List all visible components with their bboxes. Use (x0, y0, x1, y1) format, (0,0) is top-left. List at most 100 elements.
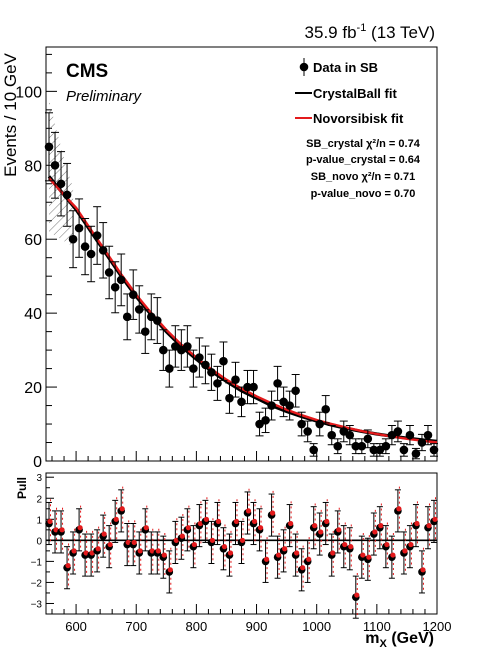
data-point (219, 356, 228, 366)
data-point (393, 427, 403, 436)
x-tick-label: 900 (246, 619, 268, 634)
legend-data-marker (299, 62, 309, 72)
plot-layer: 600 700 800 900 1000 1100 1200020406080100−3−2… (15, 53, 452, 634)
pull-novo-point (312, 523, 318, 529)
data-point (303, 427, 312, 436)
x-axis-title-unit: (GeV) (387, 630, 434, 647)
pull-novo-point (342, 541, 348, 548)
data-point (213, 379, 222, 388)
pull-novo-point (324, 518, 330, 525)
pull-novo-point (131, 539, 137, 546)
pull-novo-point (191, 541, 197, 548)
pull-novo-point (47, 518, 53, 525)
pull-plot-frame (45, 472, 438, 615)
pull-novo-point (384, 541, 390, 548)
pull-novo-point (269, 510, 276, 516)
pull-novo-point (125, 539, 131, 546)
data-point (44, 142, 54, 152)
pull-novo-point (300, 565, 306, 571)
pull-novo-point (396, 506, 402, 512)
status-label: Preliminary (66, 88, 143, 105)
pull-novo-point (360, 552, 366, 558)
data-point (140, 327, 150, 336)
y-tick-label: 100 (15, 84, 42, 101)
data-point (50, 160, 60, 170)
data-point (411, 449, 421, 458)
pull-novo-point (179, 533, 185, 539)
pull-novo-point (257, 525, 264, 531)
data-point (237, 397, 246, 407)
x-axis-title-sub: X (380, 638, 388, 650)
data-point (399, 445, 409, 455)
data-point (423, 430, 433, 440)
data-point (273, 379, 282, 388)
pull-y-tick-label: −3 (31, 599, 43, 610)
data-point (207, 367, 216, 377)
pull-novo-point (330, 550, 336, 556)
fit-stats: SB_crystal χ²/n = 0.74 p-value_crystal =… (306, 138, 421, 200)
pull-novo-point (251, 518, 258, 525)
data-point (267, 401, 276, 410)
data-point (405, 430, 415, 440)
stat-pvalue-crystal: p-value_crystal = 0.64 (306, 154, 421, 166)
pull-novo-point (77, 525, 83, 531)
pull-novo-point (414, 520, 420, 527)
pull-novo-point (336, 527, 342, 533)
pull-novo-point (167, 567, 173, 573)
data-point (309, 445, 318, 455)
y-tick-label: 40 (24, 306, 42, 323)
pull-novo-point (137, 548, 143, 554)
pull-novo-point (161, 552, 167, 558)
pull-novo-point (318, 529, 324, 535)
y-tick-label: 20 (24, 380, 42, 397)
legend-crystal-label: CrystalBall fit (313, 86, 397, 101)
x-axis-title: mX (GeV) (365, 630, 434, 650)
pull-axis-title: Pull (15, 477, 29, 499)
data-point (429, 445, 439, 455)
pull-novo-point (288, 520, 294, 527)
data-point (80, 242, 90, 251)
pull-novo-point (209, 537, 216, 543)
pull-novo-point (59, 527, 65, 533)
pull-novo-point (390, 552, 396, 558)
pull-novo-point (432, 516, 438, 522)
data-point (134, 305, 144, 314)
data-point (417, 438, 427, 447)
data-point (297, 419, 306, 429)
pull-novo-point (221, 544, 228, 550)
x-tick-label: 1100 (363, 619, 391, 634)
data-point (86, 249, 96, 259)
x-tick-label: 1200 (423, 619, 452, 634)
pull-novo-point (378, 523, 384, 529)
pull-novo-point (101, 531, 107, 537)
y-tick-label: 0 (33, 454, 42, 471)
pull-novo-point (89, 550, 95, 556)
pull-y-tick-label: 0 (36, 536, 42, 547)
pull-novo-point (149, 548, 155, 554)
pull-y-tick-label: 3 (36, 473, 42, 484)
stat-pvalue-novo: p-value_novo = 0.70 (311, 188, 416, 200)
pull-novo-point (420, 567, 426, 573)
pull-novo-point (354, 592, 360, 598)
data-point (68, 234, 78, 244)
pull-novo-point (263, 556, 270, 562)
data-point (369, 445, 379, 455)
y-axis-title: Events / 10 GeV (1, 52, 20, 176)
data-point (327, 430, 337, 440)
legend-novo-label: Novorsibisk fit (313, 111, 404, 126)
data-point (195, 353, 204, 362)
data-point (92, 231, 102, 240)
data-point (321, 404, 331, 414)
pull-novo-point (239, 537, 246, 543)
x-tick-label: 1000 (302, 619, 331, 634)
data-point (315, 419, 325, 429)
data-point (249, 382, 258, 392)
pull-novo-point (173, 537, 179, 543)
data-point (183, 342, 192, 351)
data-point (189, 364, 198, 373)
data-point (56, 179, 66, 189)
x-tick-label: 800 (186, 619, 208, 634)
y-tick-label: 80 (24, 158, 42, 175)
data-point (159, 345, 168, 355)
pull-y-tick-label: −1 (31, 557, 43, 568)
